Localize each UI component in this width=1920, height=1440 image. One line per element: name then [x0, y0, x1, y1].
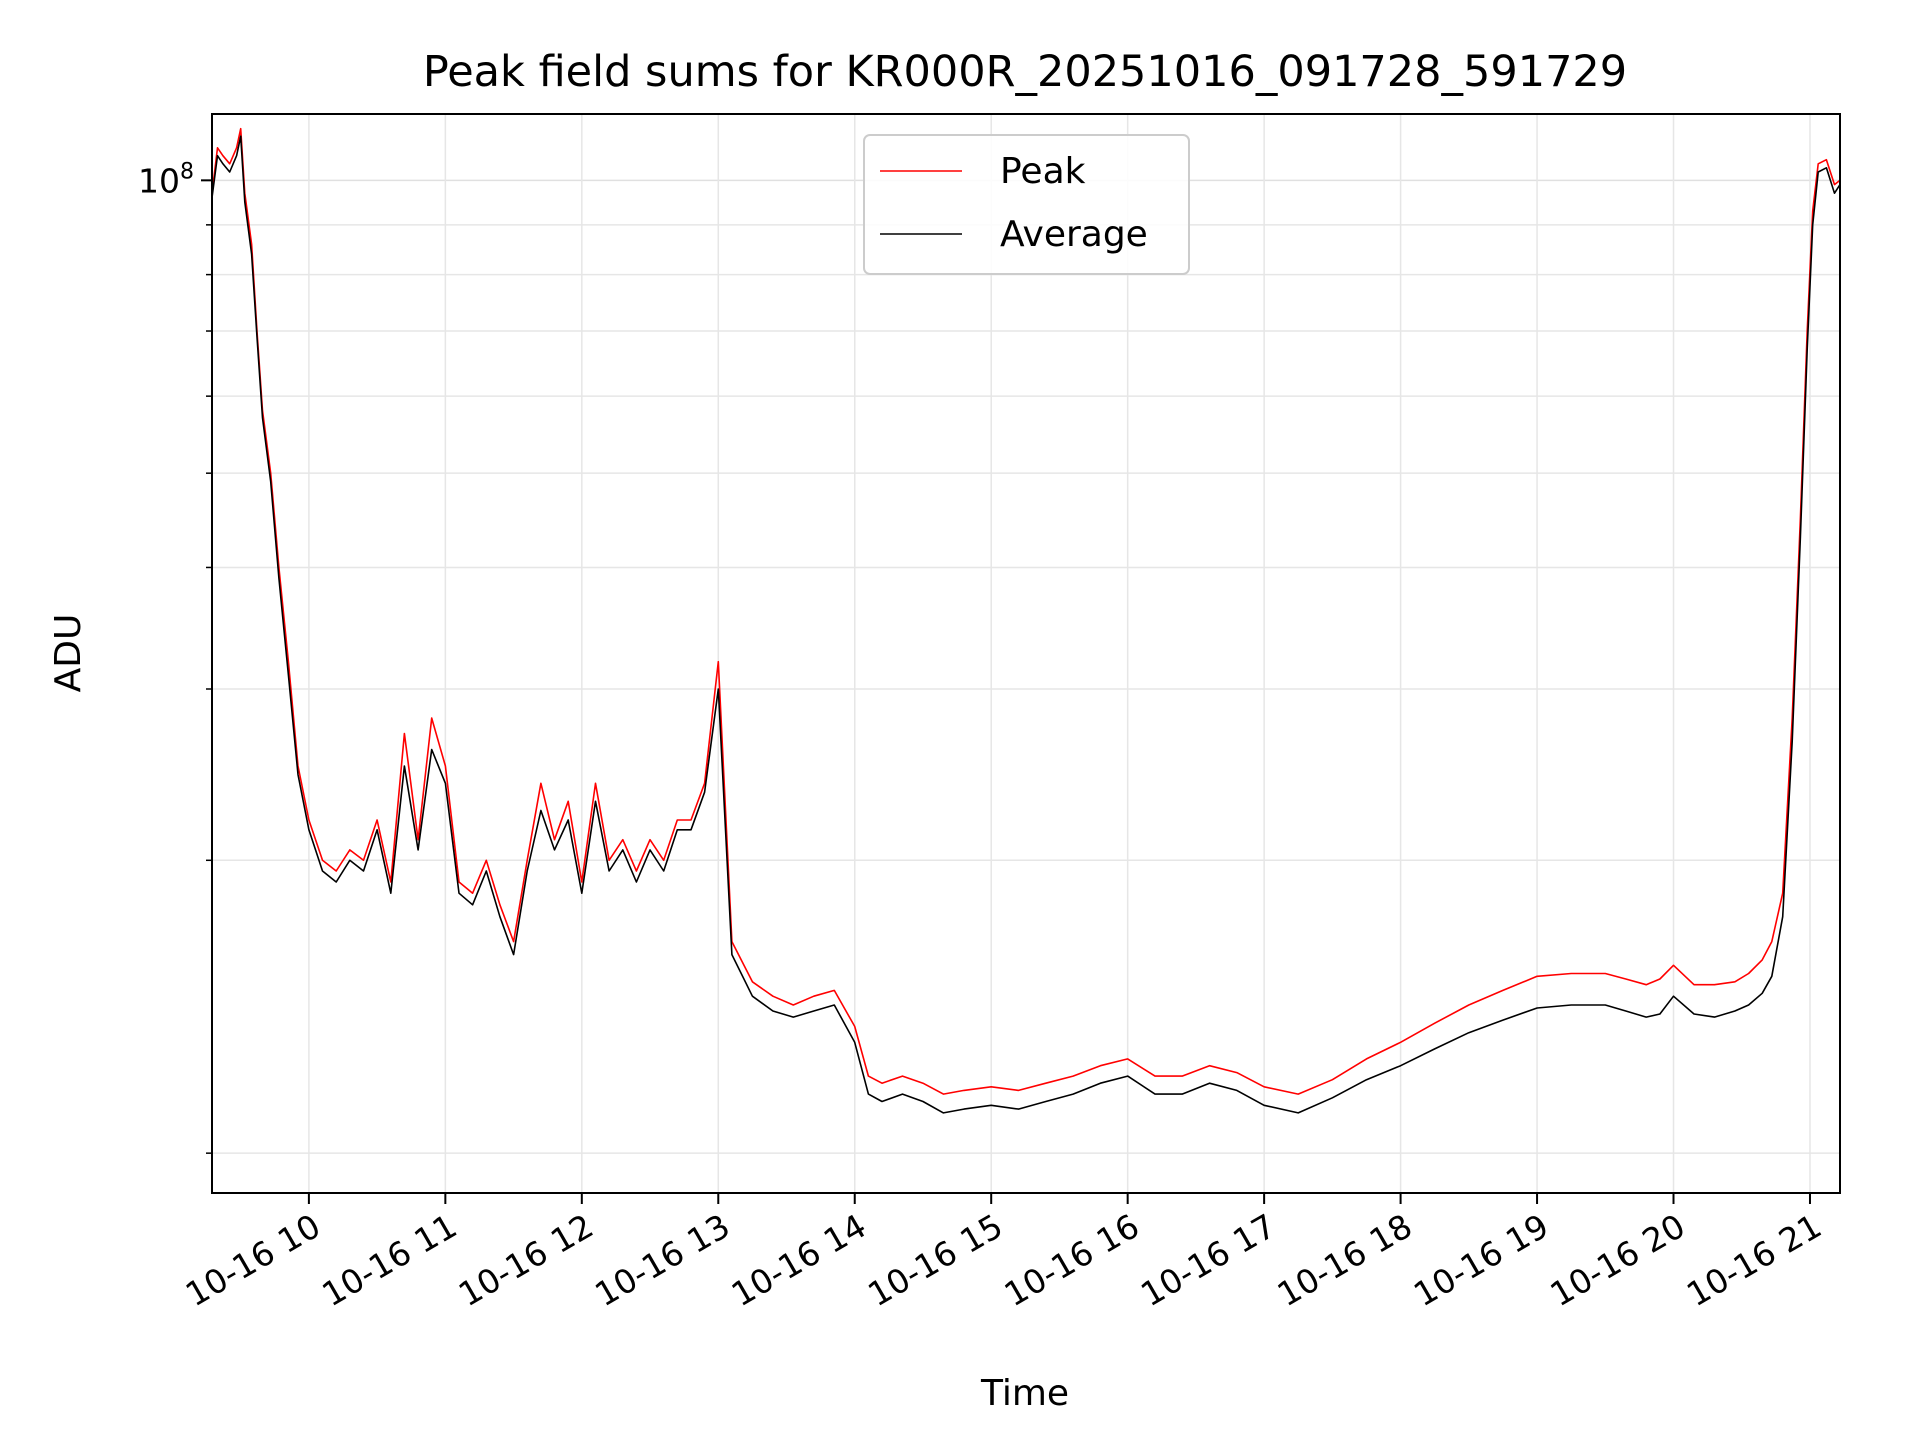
- legend-label-peak: Peak: [1000, 151, 1086, 192]
- series-line-average: [211, 135, 1841, 1114]
- legend-label-average: Average: [1000, 214, 1148, 255]
- y-axis-ticks: 108: [138, 159, 212, 1154]
- y-tick-label: 108: [138, 159, 194, 200]
- plot-area: [211, 127, 1841, 1114]
- series-line-peak: [211, 127, 1841, 1095]
- axes-frame: [211, 113, 1841, 1194]
- y-axis-label: ADU: [48, 614, 89, 693]
- x-axis-label: Time: [980, 1373, 1069, 1414]
- chart-title: Peak field sums for KR000R_20251016_0917…: [423, 47, 1627, 97]
- legend: Peak Average: [863, 134, 1190, 275]
- legend-box: [863, 134, 1190, 275]
